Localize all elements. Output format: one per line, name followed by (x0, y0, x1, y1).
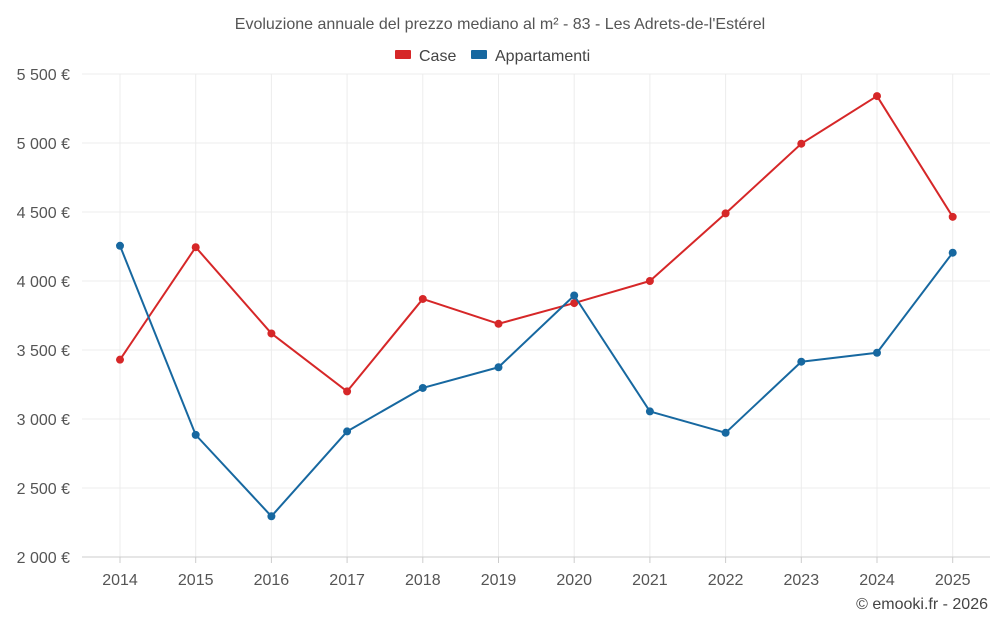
data-point[interactable] (116, 241, 124, 250)
data-point[interactable] (570, 299, 579, 308)
data-point[interactable] (494, 319, 503, 328)
legend-swatch (395, 50, 411, 59)
data-point[interactable] (191, 243, 200, 252)
data-point[interactable] (873, 92, 881, 101)
legend-label: Case (419, 48, 456, 65)
data-point[interactable] (797, 139, 806, 148)
y-tick-label: 3 500 € (17, 343, 70, 360)
data-point[interactable] (948, 212, 957, 221)
series-group (116, 92, 957, 521)
data-point[interactable] (797, 357, 806, 366)
x-tick-label: 2014 (102, 572, 138, 589)
chart-title: Evoluzione annuale del prezzo mediano al… (235, 16, 765, 33)
data-point[interactable] (948, 248, 957, 257)
data-point[interactable] (418, 383, 427, 392)
y-tick-label: 4 000 € (17, 274, 70, 291)
data-point[interactable] (343, 427, 352, 436)
data-point[interactable] (873, 348, 881, 357)
data-point[interactable] (645, 277, 654, 285)
data-point[interactable] (570, 291, 579, 300)
y-tick-label: 2 000 € (17, 550, 70, 567)
x-tick-label: 2015 (178, 572, 214, 589)
x-tick-label: 2024 (859, 572, 895, 589)
data-point[interactable] (267, 512, 276, 521)
data-point[interactable] (343, 387, 352, 396)
data-point[interactable] (494, 363, 503, 372)
data-point[interactable] (267, 329, 276, 338)
x-tick-label: 2016 (254, 572, 290, 589)
series-line (119, 245, 954, 518)
x-tick-label: 2023 (784, 572, 820, 589)
x-tick-label: 2018 (405, 572, 441, 589)
legend-swatch (471, 50, 487, 59)
x-tick-label: 2019 (481, 572, 517, 589)
y-tick-label: 4 500 € (17, 205, 70, 222)
data-point[interactable] (721, 428, 730, 437)
x-tick-label: 2022 (708, 572, 744, 589)
series-case (116, 92, 957, 396)
data-point[interactable] (116, 355, 124, 364)
x-tick-label: 2025 (935, 572, 971, 589)
y-tick-label: 2 500 € (17, 481, 70, 498)
data-point[interactable] (721, 209, 730, 218)
grid (82, 73, 990, 558)
data-point[interactable] (418, 294, 427, 303)
y-tick-label: 5 500 € (17, 67, 70, 84)
data-point[interactable] (645, 407, 654, 416)
series-line (119, 95, 954, 393)
legend-item-appartamenti[interactable]: Appartamenti (471, 48, 590, 65)
data-point[interactable] (191, 430, 200, 439)
x-tick-label: 2020 (556, 572, 592, 589)
y-axis: 2 000 € 2 500 € 3 000 € 3 500 € 4 000 € 4 500… (17, 67, 70, 567)
legend-item-case[interactable]: Case (395, 48, 456, 65)
y-tick-label: 3 000 € (17, 412, 70, 429)
x-tick-label: 2021 (632, 572, 668, 589)
x-axis: 2014 2015 2016 2017 2018 2019 2020 2021 2022 2023… (102, 557, 971, 589)
credit-text: © emooki.fr - 2026 (856, 596, 988, 613)
y-tick-label: 5 000 € (17, 136, 70, 153)
legend: Case Appartamenti (395, 48, 590, 65)
legend-label: Appartamenti (495, 48, 590, 65)
x-tick-label: 2017 (329, 572, 365, 589)
series-appartamenti (116, 241, 957, 521)
